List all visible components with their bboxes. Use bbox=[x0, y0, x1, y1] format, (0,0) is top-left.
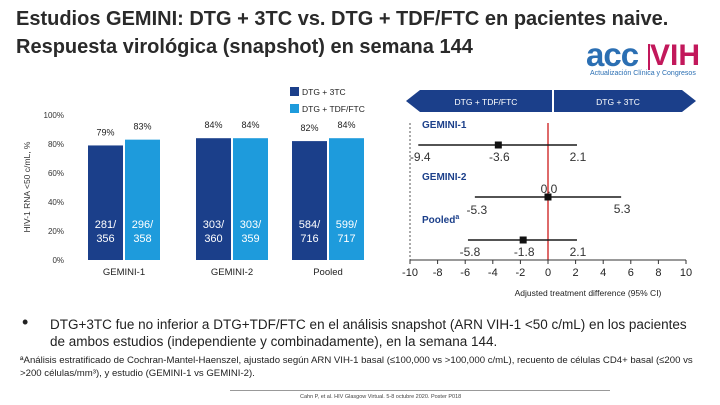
bar bbox=[125, 139, 160, 260]
footnote: ªAnálisis estratificado de Cochran-Mante… bbox=[20, 355, 693, 379]
y-tick-label: 20% bbox=[48, 227, 64, 236]
header-right-arrow-icon bbox=[682, 90, 696, 112]
y-tick-label: 80% bbox=[48, 140, 64, 149]
x-tick-label: 10 bbox=[680, 267, 692, 279]
forest-plot: DTG + TDF/FTC DTG + 3TC -10 -8 -6 -4 -2 0 2 4 6 8 10… bbox=[402, 90, 696, 298]
bar-n-label: 584/716 bbox=[299, 219, 321, 245]
study-name: GEMINI-2 bbox=[422, 172, 467, 183]
bar bbox=[233, 138, 268, 260]
x-tick-label: -2 bbox=[516, 267, 526, 279]
x-tick-label: 6 bbox=[628, 267, 634, 279]
bar-n-label-line: 716 bbox=[300, 233, 318, 245]
y-tick-label: 0% bbox=[52, 256, 64, 265]
x-tick-label: -6 bbox=[460, 267, 470, 279]
study-superscript: a bbox=[455, 214, 459, 221]
y-tick-label: 60% bbox=[48, 169, 64, 178]
bar bbox=[196, 138, 231, 260]
bar-n-label-line: 717 bbox=[337, 233, 355, 245]
bar-n-label-line: 296/ bbox=[132, 219, 154, 231]
bar-value-label: 83% bbox=[133, 122, 151, 132]
x-tick-label: 2 bbox=[573, 267, 579, 279]
bar bbox=[329, 138, 364, 260]
study-name: GEMINI-1 bbox=[422, 120, 467, 131]
header-right-label: DTG + 3TC bbox=[596, 97, 640, 107]
slide-title-line-2: Respuesta virológica (snapshot) en seman… bbox=[16, 36, 473, 58]
bar-n-label-line: 356 bbox=[96, 233, 114, 245]
ci-lower-label: -5.8 bbox=[460, 245, 481, 259]
category-label: GEMINI-1 bbox=[103, 267, 145, 278]
bar-value-label: 79% bbox=[96, 127, 114, 137]
ci-upper-label: 5.3 bbox=[614, 202, 631, 216]
bar-n-label: 303/359 bbox=[240, 219, 262, 245]
bar-value-label: 82% bbox=[300, 123, 318, 133]
bar bbox=[88, 145, 123, 260]
citation: Cahn P, et al. HIV Glasgow Virtual. 5-8 … bbox=[300, 394, 462, 400]
slide-title-line-1: Estudios GEMINI: DTG + 3TC vs. DTG + TDF… bbox=[16, 8, 669, 30]
estimate-label: 0.0 bbox=[541, 182, 558, 196]
bar-n-label: 296/358 bbox=[132, 219, 154, 245]
conclusion-text: DTG+3TC fue no inferior a DTG+TDF/FTC en… bbox=[50, 317, 687, 349]
x-tick-label: 4 bbox=[600, 267, 606, 279]
bullet-icon: • bbox=[22, 312, 29, 332]
bar-n-label-line: 360 bbox=[204, 233, 222, 245]
bar-n-label: 281/356 bbox=[95, 219, 117, 245]
estimate-label: -1.8 bbox=[514, 245, 535, 259]
point-estimate bbox=[544, 193, 552, 201]
bar-n-label-line: 584/ bbox=[299, 219, 321, 231]
ci-lower-label: -9.4 bbox=[410, 150, 431, 164]
x-tick-label: 8 bbox=[655, 267, 661, 279]
study-name-text: Pooled bbox=[422, 215, 455, 226]
bar-n-label-line: 359 bbox=[241, 233, 259, 245]
point-estimate bbox=[494, 141, 502, 149]
y-tick-label: 40% bbox=[48, 198, 64, 207]
category-label: GEMINI-2 bbox=[211, 267, 253, 278]
bar-n-label-line: 599/ bbox=[336, 219, 358, 231]
ci-upper-label: 2.1 bbox=[570, 150, 587, 164]
bar-n-label-line: 303/ bbox=[240, 219, 262, 231]
header-left-box bbox=[420, 90, 552, 112]
study-name-text: GEMINI-1 bbox=[422, 120, 467, 131]
bar-chart: HIV-1 RNA <50 c/mL, % 0% 20% 40% 60% 80% 100% D… bbox=[22, 87, 365, 278]
logo-subtitle: Actualización Clínica y Congresos bbox=[590, 70, 696, 77]
bar bbox=[292, 141, 327, 260]
bar-n-label: 303/360 bbox=[203, 219, 225, 245]
estimate-label: -3.6 bbox=[489, 150, 510, 164]
bar-value-label: 84% bbox=[241, 120, 259, 130]
bar-value-label: 84% bbox=[204, 120, 222, 130]
x-tick-label: -8 bbox=[433, 267, 443, 279]
study-name: Pooleda bbox=[422, 214, 459, 226]
ci-lower-label: -5.3 bbox=[467, 203, 488, 217]
logo-divider bbox=[648, 44, 650, 70]
bar-n-label-line: 281/ bbox=[95, 219, 117, 231]
y-tick-label: 100% bbox=[44, 111, 64, 120]
study-name-text: GEMINI-2 bbox=[422, 172, 467, 183]
logo-acc-text: acc bbox=[586, 36, 639, 73]
bar-n-label-line: 358 bbox=[133, 233, 151, 245]
legend-label: DTG + TDF/FTC bbox=[302, 104, 365, 114]
point-estimate bbox=[519, 236, 527, 244]
legend-swatch bbox=[290, 87, 299, 96]
header-left-label: DTG + TDF/FTC bbox=[455, 97, 518, 107]
logo-vih-text: VIH bbox=[650, 39, 701, 72]
x-tick-label: -10 bbox=[402, 267, 418, 279]
bar-value-label: 84% bbox=[337, 120, 355, 130]
x-tick-label: 0 bbox=[545, 267, 551, 279]
x-axis-title: Adjusted treatment difference (95% CI) bbox=[515, 288, 662, 298]
ci-upper-label: 2.1 bbox=[570, 245, 587, 259]
x-tick-label: -4 bbox=[488, 267, 498, 279]
bar-n-label-line: 303/ bbox=[203, 219, 225, 231]
bar-n-label: 599/717 bbox=[336, 219, 358, 245]
category-label: Pooled bbox=[313, 267, 343, 278]
legend-label: DTG + 3TC bbox=[302, 87, 346, 97]
y-axis-title: HIV-1 RNA <50 c/mL, % bbox=[22, 141, 32, 232]
header-left-arrow-icon bbox=[406, 90, 420, 112]
footer-divider bbox=[230, 390, 610, 391]
legend-swatch bbox=[290, 104, 299, 113]
header-right-box bbox=[554, 90, 682, 112]
